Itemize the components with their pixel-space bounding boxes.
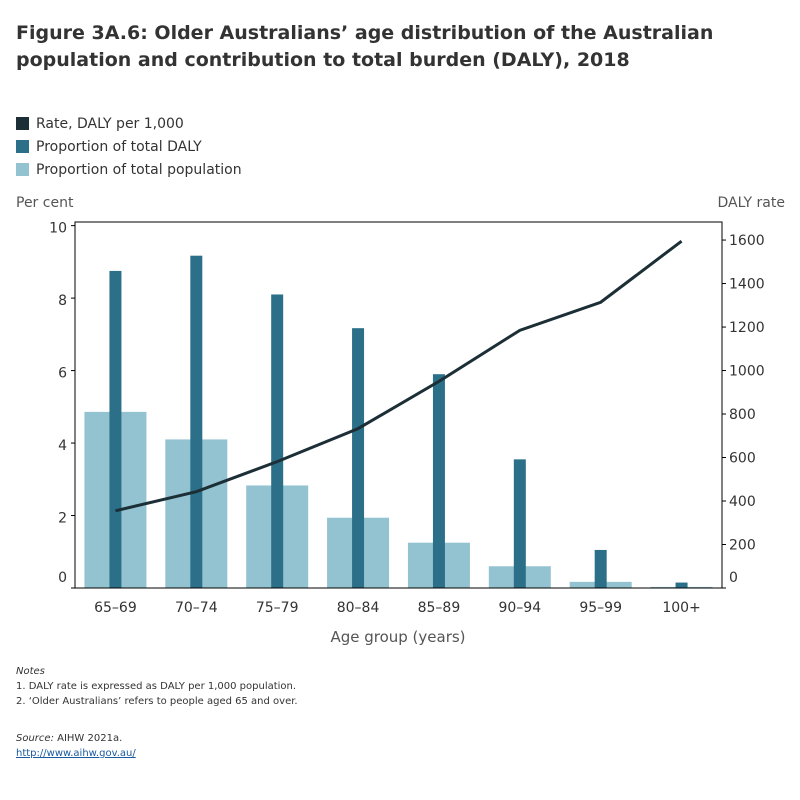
legend-item-rate: Rate, DALY per 1,000 bbox=[16, 112, 242, 135]
y-tick-label: 0 bbox=[58, 570, 67, 586]
source-text: AIHW 2021a. bbox=[53, 733, 123, 744]
legend-label: Rate, DALY per 1,000 bbox=[36, 115, 184, 132]
x-tick-label: 100+ bbox=[662, 600, 700, 616]
y2-tick-label: 600 bbox=[729, 451, 756, 467]
note: 1. DALY rate is expressed as DALY per 1,… bbox=[16, 681, 297, 692]
x-axis-label: Age group (years) bbox=[330, 628, 465, 646]
legend: Rate, DALY per 1,000 Proportion of total… bbox=[16, 112, 242, 181]
daly-bar bbox=[109, 270, 122, 588]
x-tick-label: 75–79 bbox=[256, 600, 299, 616]
chart-title: Figure 3A.6: Older Australians’ age dist… bbox=[16, 22, 714, 71]
x-tick-label: 65–69 bbox=[94, 600, 137, 616]
source-label: Source: bbox=[16, 733, 54, 744]
daly-bar bbox=[594, 549, 607, 588]
legend-swatch bbox=[16, 117, 29, 130]
y2-tick-label: 1600 bbox=[729, 233, 765, 249]
x-tick-label: 90–94 bbox=[498, 600, 541, 616]
daly-rate-line bbox=[115, 239, 683, 513]
y2-tick-label: 200 bbox=[729, 538, 756, 554]
y2-tick-label: 800 bbox=[729, 407, 756, 423]
y-axis-label: Per cent bbox=[16, 195, 74, 211]
legend-swatch bbox=[16, 140, 29, 153]
y-tick-label: 2 bbox=[58, 511, 67, 527]
y2-tick-label: 1000 bbox=[729, 364, 765, 380]
y2-tick-label: 1200 bbox=[729, 320, 765, 336]
plot-frame bbox=[74, 221, 723, 589]
daly-bar bbox=[432, 374, 445, 588]
notes-heading: Notes bbox=[16, 666, 45, 677]
y2-axis-label: DALY rate bbox=[718, 195, 786, 211]
daly-bar bbox=[675, 582, 688, 588]
daly-bar bbox=[513, 459, 526, 588]
y2-tick-label: 400 bbox=[729, 494, 756, 510]
chart: Per cent DALY rate Age group (years) 65–… bbox=[16, 195, 786, 646]
source-link[interactable]: http://www.aihw.gov.au/ bbox=[16, 748, 136, 759]
x-tick-label: 70–74 bbox=[175, 600, 218, 616]
source: Source: AIHW 2021a. bbox=[16, 731, 298, 746]
y2-tick-label: 0 bbox=[729, 570, 738, 586]
y-tick-label: 8 bbox=[58, 293, 67, 309]
x-tick-label: 80–84 bbox=[337, 600, 380, 616]
legend-label: Proportion of total population bbox=[36, 161, 242, 178]
legend-item-population: Proportion of total population bbox=[16, 158, 242, 181]
x-tick-label: 95–99 bbox=[579, 600, 622, 616]
legend-item-daly: Proportion of total DALY bbox=[16, 135, 242, 158]
daly-bar bbox=[190, 255, 203, 588]
legend-swatch bbox=[16, 163, 29, 176]
y-tick-label: 4 bbox=[58, 438, 67, 454]
notes: Notes 1. DALY rate is expressed as DALY … bbox=[16, 664, 298, 761]
daly-bar bbox=[352, 328, 365, 588]
y2-tick-label: 1400 bbox=[729, 277, 765, 293]
daly-bar bbox=[271, 294, 284, 588]
y-tick-label: 6 bbox=[58, 366, 67, 382]
y-tick-label: 10 bbox=[49, 221, 67, 237]
x-tick-label: 85–89 bbox=[418, 600, 461, 616]
note: 2. ‘Older Australians’ refers to people … bbox=[16, 696, 298, 707]
legend-label: Proportion of total DALY bbox=[36, 138, 202, 155]
